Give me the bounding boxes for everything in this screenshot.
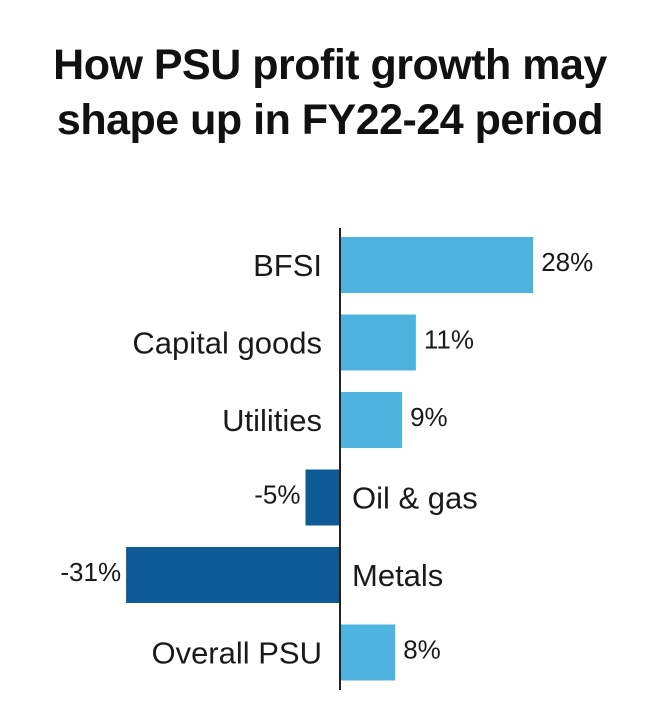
value-label-metals: -31%: [60, 557, 121, 587]
chart-title-line-1: How PSU profit growth may: [53, 41, 607, 89]
value-label-overall-psu: 8%: [403, 635, 441, 665]
category-label-overall-psu: Overall PSU: [151, 636, 322, 671]
bar-overall-psu: [340, 624, 396, 681]
bar-oil-gas: [305, 469, 340, 526]
bar-utilities: [340, 392, 403, 448]
bar-bfsi: [340, 237, 534, 293]
bar-capital-goods: [340, 314, 416, 371]
value-label-capital-goods: 11%: [424, 325, 474, 355]
category-label-metals: Metals: [352, 558, 443, 593]
bar-metals: [126, 547, 340, 603]
chart-title-line-2: shape up in FY22-24 period: [56, 96, 604, 144]
chart-title: How PSU profit growth may shape up in FY…: [0, 38, 660, 148]
category-label-bfsi: BFSI: [253, 248, 322, 283]
category-label-oil-gas: Oil & gas: [352, 481, 478, 516]
category-label-utilities: Utilities: [222, 403, 322, 438]
value-label-bfsi: 28%: [541, 247, 593, 277]
category-label-capital-goods: Capital goods: [132, 326, 322, 361]
value-label-utilities: 9%: [410, 402, 448, 432]
value-label-oil-gas: -5%: [254, 480, 300, 510]
